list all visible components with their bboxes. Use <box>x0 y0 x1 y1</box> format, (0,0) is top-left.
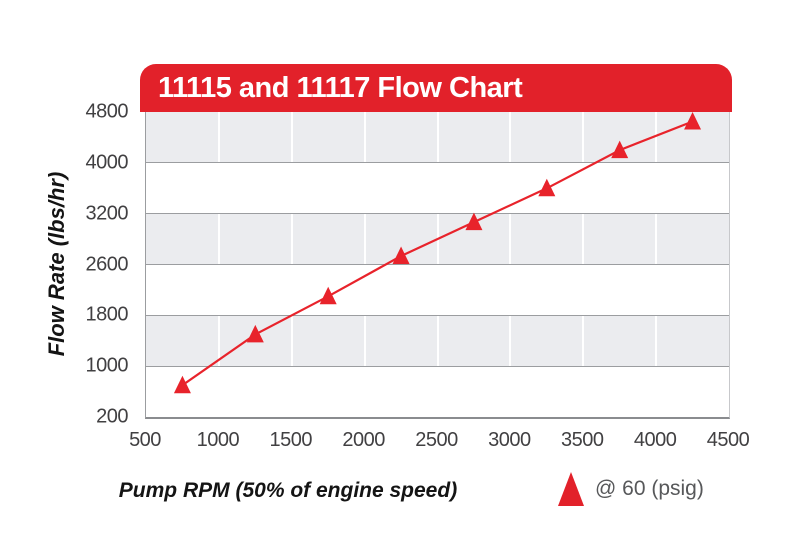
x-axis-title: Pump RPM (50% of engine speed) <box>118 479 458 502</box>
x-tick-label: 500 <box>129 429 161 451</box>
x-tick-label: 4000 <box>633 429 677 451</box>
horizontal-gridline <box>146 162 729 164</box>
legend-label: @ 60 (psig) <box>595 477 704 500</box>
horizontal-gridline <box>146 365 729 367</box>
y-tick-label: 4800 <box>85 100 129 123</box>
y-tick-label: 3200 <box>85 202 129 225</box>
chart-title-banner: 11115 and 11117 Flow Chart <box>140 64 732 112</box>
horizontal-gridline <box>146 213 729 215</box>
data-point-triangle-marker <box>173 375 191 394</box>
x-tick-label: 1000 <box>196 429 240 451</box>
data-point-triangle-marker <box>246 324 264 343</box>
chart-title: 11115 and 11117 Flow Chart <box>158 71 523 104</box>
x-tick-label: 3000 <box>488 429 531 451</box>
x-tick-label: 2500 <box>415 429 458 451</box>
data-series-layer <box>173 112 702 394</box>
y-tick-label: 4000 <box>85 151 129 174</box>
x-tick-label: 4500 <box>706 429 750 451</box>
x-tick-label: 2000 <box>342 429 385 451</box>
y-tick-label: 1000 <box>85 354 129 377</box>
y-tick-label: 2600 <box>85 253 129 275</box>
horizontal-gridline <box>146 264 729 265</box>
y-axis-title: Flow Rate (lbs/hr) <box>44 171 69 357</box>
x-tick-label: 1500 <box>269 429 313 451</box>
data-point-triangle-marker <box>392 246 410 265</box>
data-point-triangle-marker <box>611 140 629 159</box>
horizontal-gridline <box>146 314 729 316</box>
legend-marker-triangle-icon <box>558 472 584 506</box>
x-tick-label: 3500 <box>561 429 604 451</box>
data-point-triangle-marker <box>319 286 337 305</box>
data-point-triangle-marker <box>684 112 702 130</box>
flow-line <box>181 120 694 387</box>
legend: @ 60 (psig) <box>558 472 704 506</box>
data-point-triangle-marker <box>538 178 556 197</box>
data-point-triangle-marker <box>465 212 483 231</box>
plot-area <box>145 112 730 419</box>
y-tick-label: 1800 <box>85 303 129 326</box>
y-tick-label: 200 <box>96 405 128 428</box>
